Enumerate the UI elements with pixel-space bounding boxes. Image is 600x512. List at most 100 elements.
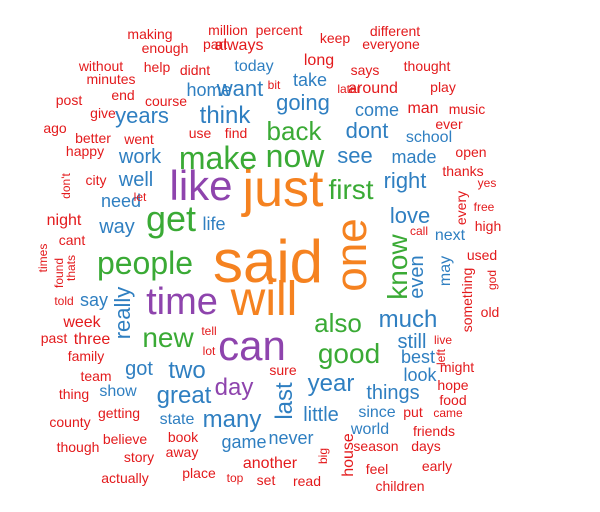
word-later: later — [337, 82, 361, 96]
word-even: even — [406, 255, 428, 299]
word-people: people — [96, 245, 194, 281]
word-enough: enough — [141, 40, 189, 56]
word-might: might — [439, 359, 475, 375]
word-read: read — [292, 473, 322, 489]
word-life: life — [202, 214, 226, 234]
word-take: take — [292, 70, 328, 90]
word-making: making — [127, 26, 173, 42]
word-come: come — [354, 100, 400, 120]
word-ago: ago — [43, 120, 67, 136]
word-think: think — [199, 102, 251, 129]
word-call: call — [409, 224, 429, 238]
word-back: back — [266, 116, 322, 146]
word-get: get — [145, 198, 197, 239]
word-without: without — [78, 58, 124, 74]
word-tell: tell — [201, 324, 217, 338]
word-play: play — [430, 79, 456, 95]
word-week: week — [63, 314, 101, 331]
word-now: now — [265, 138, 325, 174]
word-says: says — [350, 62, 380, 78]
word-thing: thing — [58, 386, 90, 402]
word-since: since — [358, 404, 396, 421]
word-used: used — [466, 247, 498, 263]
word-food: food — [439, 392, 467, 408]
word-like: like — [169, 162, 233, 209]
word-live: live — [433, 333, 453, 347]
word-great: great — [156, 382, 212, 409]
word-really: really — [110, 286, 135, 340]
word-minutes: minutes — [86, 71, 136, 87]
word-though: though — [56, 439, 100, 455]
word-game: game — [221, 432, 267, 452]
word-much: much — [378, 306, 438, 333]
word-right: right — [383, 168, 427, 193]
word-night: night — [46, 212, 82, 229]
word-many: many — [202, 406, 262, 433]
word-time: time — [146, 281, 218, 323]
word-always: always — [214, 37, 264, 54]
word-thats: thats — [64, 254, 78, 282]
word-love: love — [389, 203, 431, 228]
word-home: home — [186, 80, 232, 100]
word-find: find — [224, 125, 248, 141]
word-say: say — [79, 290, 109, 310]
word-around: around — [348, 80, 398, 97]
word-man: man — [407, 100, 439, 117]
word-place: place — [182, 465, 216, 481]
word-want: want — [216, 76, 264, 101]
word-post: post — [55, 92, 83, 108]
word-something: something — [459, 267, 475, 333]
word-still: still — [397, 331, 427, 353]
word-can: can — [218, 322, 286, 369]
word-made: made — [391, 147, 437, 167]
word-one: one — [327, 218, 376, 292]
word-actually: actually — [101, 470, 149, 486]
word-county: county — [49, 414, 91, 430]
word-also: also — [314, 308, 362, 338]
word-days: days — [411, 438, 441, 454]
word-first: first — [328, 174, 374, 205]
word-free: free — [473, 200, 495, 214]
word-believe: believe — [102, 431, 148, 447]
word-yes: yes — [477, 176, 497, 190]
word-set: set — [256, 472, 276, 488]
word-year: year — [307, 370, 355, 397]
word-day: day — [214, 374, 254, 401]
word-see: see — [337, 143, 373, 168]
word-happy: happy — [65, 143, 105, 159]
word-thought: thought — [403, 58, 451, 74]
word-season: season — [353, 438, 399, 454]
word-friends: friends — [412, 423, 456, 439]
word-city: city — [85, 172, 107, 188]
word-better: better — [75, 130, 111, 146]
word-going: going — [276, 90, 330, 115]
word-look: look — [403, 365, 437, 385]
word-thanks: thanks — [442, 163, 484, 179]
word-god: god — [485, 269, 499, 291]
word-long: long — [303, 52, 335, 69]
word-hope: hope — [437, 377, 469, 393]
word-best: best — [400, 347, 436, 367]
word-keep: keep — [319, 30, 351, 46]
word-help: help — [143, 59, 171, 75]
word-old: old — [480, 304, 500, 320]
word-another: another — [242, 455, 298, 472]
word-lot: lot — [202, 344, 216, 358]
word-book: book — [167, 429, 199, 445]
word-bit: bit — [267, 78, 281, 92]
word-will: will — [230, 273, 298, 326]
word-early: early — [421, 458, 453, 474]
word-sure: sure — [269, 362, 297, 378]
word-use: use — [188, 125, 212, 141]
word-put: put — [403, 404, 423, 420]
word-things: things — [366, 382, 420, 404]
word-percent: percent — [255, 22, 303, 38]
word-let: let — [133, 190, 147, 204]
word-last: last — [271, 382, 298, 420]
word-little: little — [303, 404, 339, 426]
word-just: just — [242, 160, 324, 218]
word-times: times — [36, 243, 50, 273]
word-dont2: don't — [59, 173, 73, 199]
word-school: school — [405, 129, 453, 146]
